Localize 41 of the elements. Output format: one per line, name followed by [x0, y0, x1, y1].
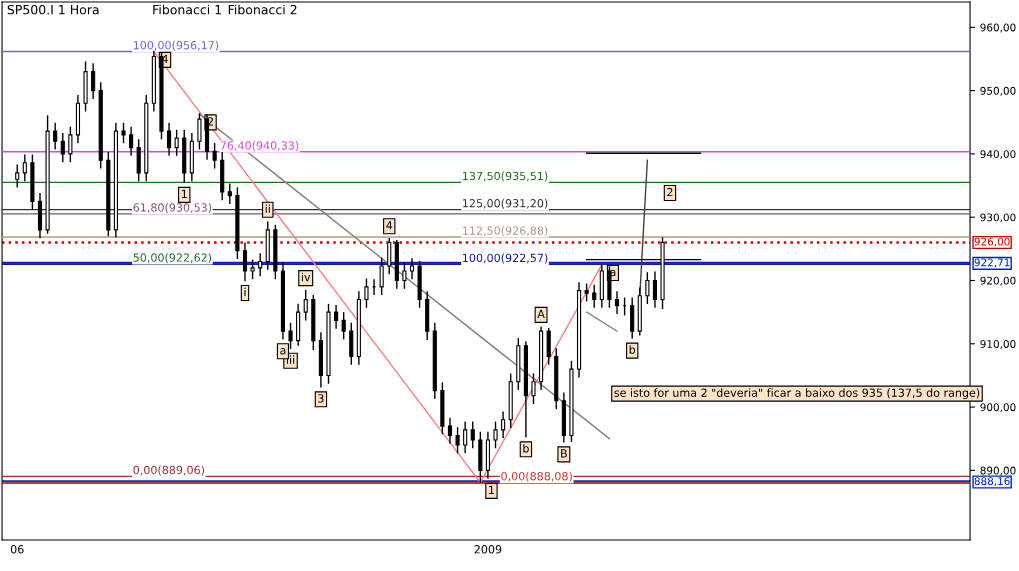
- annotation: iv: [301, 272, 311, 282]
- x-tick-label: 2009: [474, 545, 502, 554]
- ref-line-label: 137,50(935,51): [463, 171, 548, 182]
- y-tick-label: 900,00: [980, 403, 1016, 413]
- y-tick-label: 920,00: [980, 276, 1016, 286]
- annotation: i: [244, 287, 246, 297]
- annotation: Fibonacci 2: [228, 4, 297, 15]
- annotation: iii: [286, 355, 295, 364]
- ref-line-label: 61,80(930,53): [133, 203, 212, 213]
- annotation: se isto for uma 2 "deveria" ficar a baixo dos 935 (137,5 do range): [614, 388, 980, 400]
- y-tick-label: 960,00: [980, 23, 1016, 33]
- ref-line-label: 0,00(889,06): [133, 465, 205, 476]
- y-tick-label: 890,00: [980, 466, 1016, 476]
- ref-line-label: 125,00(931,20): [463, 198, 548, 209]
- ref-line-label: 926,00: [974, 237, 1010, 247]
- ref-line-label: 112,50(926,88): [463, 226, 548, 237]
- annotation: Fibonacci 1: [153, 4, 221, 15]
- ref-line-label: 0,00(888,08): [501, 471, 572, 482]
- y-tick-label: 930,00: [980, 213, 1016, 223]
- annotation: 3: [318, 394, 324, 403]
- ref-line-label: 76,40(940,33): [220, 141, 299, 151]
- chart-title: SP500.I 1 Hora: [7, 4, 99, 15]
- ref-line-label: 50,00(922,62): [133, 253, 212, 264]
- annotation: a: [280, 348, 286, 355]
- annotation: B: [561, 449, 567, 458]
- annotation: b: [523, 443, 529, 453]
- annotation: 4: [386, 221, 393, 230]
- ref-line-label: 100,00(956,17): [133, 40, 219, 51]
- annotation: 1: [489, 485, 494, 494]
- annotation: A: [537, 309, 545, 318]
- x-tick-label: 06: [10, 545, 24, 554]
- ref-line-label: 100,00(922,57): [463, 253, 548, 264]
- annotation: ii: [265, 204, 270, 213]
- y-tick-label: 940,00: [980, 150, 1016, 160]
- annotation: 1: [181, 189, 187, 198]
- ref-line-label: 922,71: [974, 258, 1010, 268]
- annotation: b: [629, 345, 636, 354]
- ref-line-label: 888,16: [974, 477, 1010, 487]
- y-tick-label: 950,00: [980, 86, 1016, 96]
- y-tick-label: 910,00: [980, 340, 1016, 349]
- annotation: 2: [667, 187, 673, 197]
